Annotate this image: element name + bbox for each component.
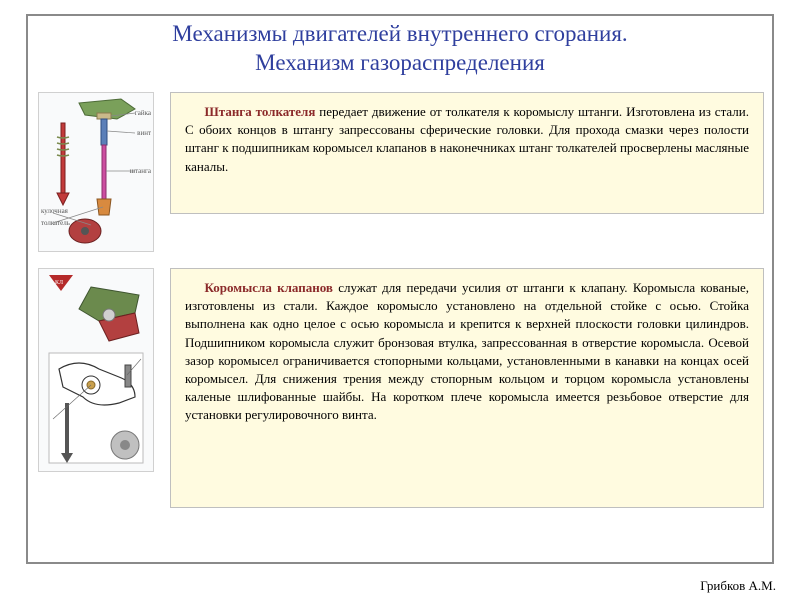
text-block-pushrod: Штанга толкателя передает движение от то… xyxy=(170,92,764,214)
rocker-svg: КЛ xyxy=(39,269,153,471)
svg-text:КЛ: КЛ xyxy=(55,280,63,286)
author-label: Грибков А.М. xyxy=(700,578,776,594)
title-line-1: Механизмы двигателей внутреннего сгорани… xyxy=(172,21,627,46)
text-block-rocker: Коромысла клапанов служат для передачи у… xyxy=(170,268,764,508)
fig1-label-screw: винт xyxy=(137,129,151,137)
fig1-label-nut: гайка xyxy=(135,109,151,117)
lead-rocker: Коромысла клапанов xyxy=(205,280,333,295)
fig1-label-rod: штанга xyxy=(130,167,151,175)
figure-pushrod: гайка винт штанга кулочная толкатель xyxy=(38,92,154,252)
slide: Механизмы двигателей внутреннего сгорани… xyxy=(0,0,800,600)
lead-pushrod: Штанга толкателя xyxy=(205,104,316,119)
slide-title: Механизмы двигателей внутреннего сгорани… xyxy=(60,20,740,78)
fig1-label-cam: кулочная xyxy=(41,207,68,215)
figure-rocker: КЛ xyxy=(38,268,154,472)
body-rocker: служат для передачи усилия от штанги к к… xyxy=(185,280,749,422)
fig1-label-tappet: толкатель xyxy=(41,219,70,227)
title-line-2: Механизм газораспределения xyxy=(255,50,545,75)
